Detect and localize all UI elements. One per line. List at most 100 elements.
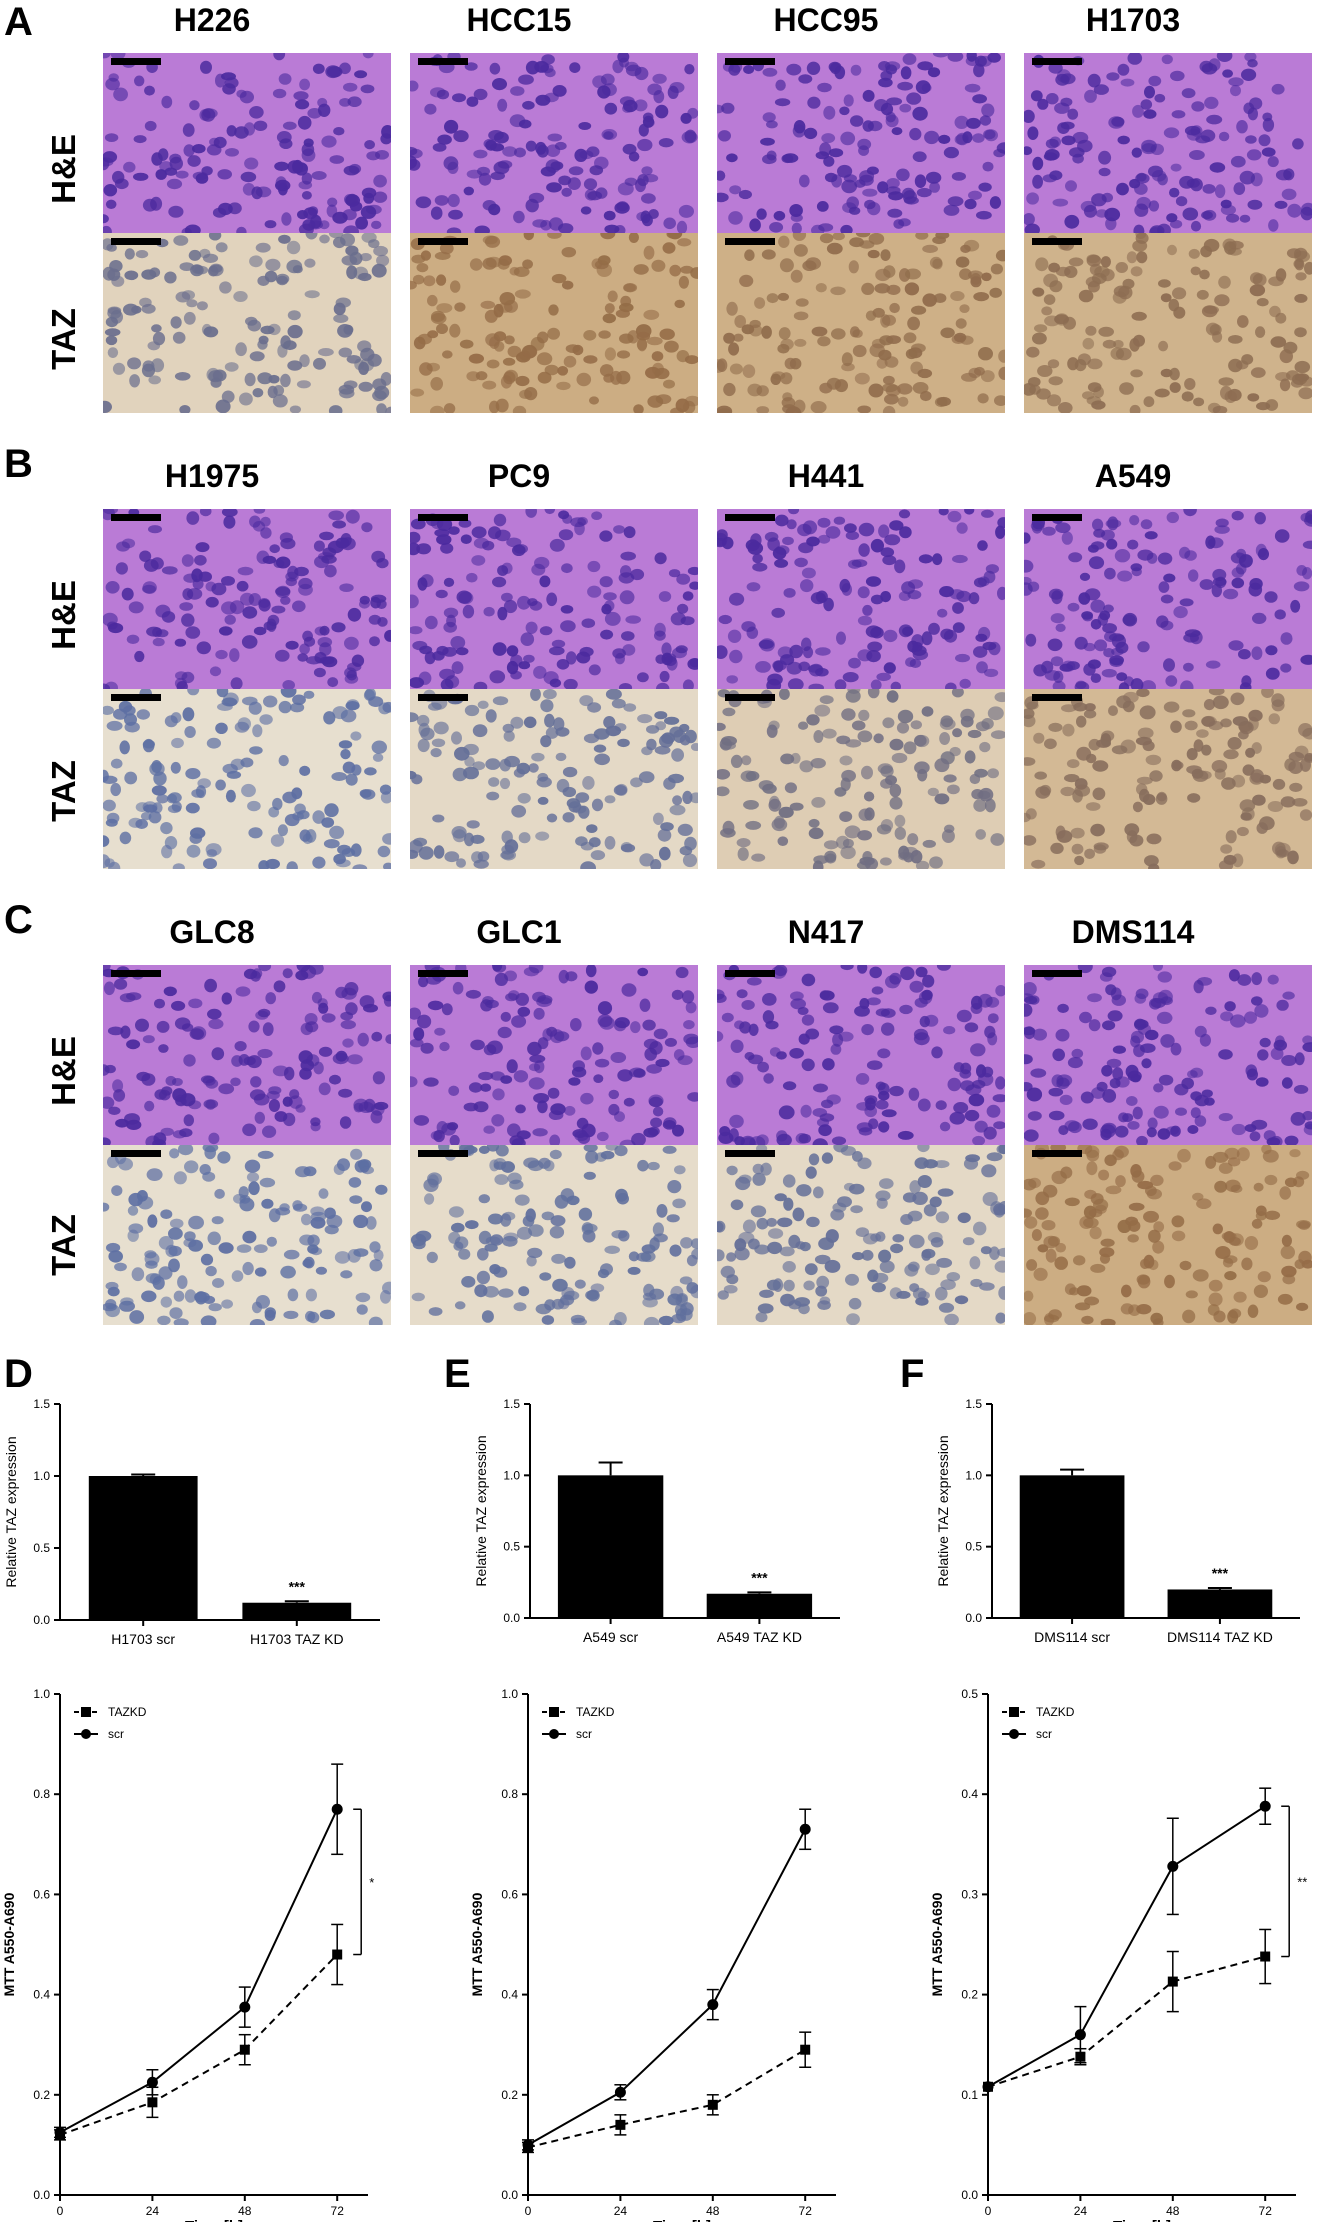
x-tick-label: 72	[1259, 2204, 1273, 2218]
x-tick-label: A549 TAZ KD	[717, 1629, 802, 1645]
y-tick-label: 0.4	[961, 1787, 978, 1801]
legend-marker-circle	[549, 1729, 559, 1739]
y-tick-label: 1.0	[33, 1687, 50, 1701]
significance-label: ***	[289, 1578, 306, 1594]
taz-stain-image	[410, 689, 698, 869]
scale-bar	[111, 970, 161, 977]
y-tick-label: 0.0	[965, 1611, 982, 1625]
data-point-circle	[146, 2076, 158, 2088]
y-tick-label: 0.0	[33, 1613, 50, 1627]
legend-marker-square	[549, 1707, 559, 1717]
taz-stain-image	[717, 233, 1005, 413]
legend-label: scr	[576, 1727, 592, 1741]
legend-marker-circle	[1009, 1729, 1019, 1739]
bar	[88, 1476, 198, 1620]
legend-label: TAZKD	[576, 1705, 615, 1719]
y-tick-label: 0.5	[961, 1687, 978, 1701]
y-tick-label: 0.4	[33, 1988, 50, 2002]
y-tick-label: 0.2	[501, 2088, 518, 2102]
data-point-square	[239, 2044, 250, 2055]
data-point-square	[147, 2097, 158, 2108]
he-stain-image	[410, 965, 698, 1145]
y-axis-label: MTT A550-A690	[929, 1892, 945, 1996]
scale-bar	[111, 58, 161, 65]
panel-letter-c: C	[4, 898, 33, 942]
y-tick-label: 1.0	[965, 1468, 982, 1482]
legend-label: TAZKD	[1036, 1705, 1075, 1719]
cell-line-label: GLC8	[169, 914, 255, 950]
scale-bar	[1032, 58, 1082, 65]
taz-stain-image	[1024, 233, 1312, 413]
series-line-scr	[987, 1805, 1266, 2088]
panel-letter-e: E	[444, 1352, 471, 1396]
y-tick-label: 0.2	[961, 1988, 978, 2002]
x-tick-label: H1703 scr	[111, 1631, 175, 1647]
x-tick-label: DMS114 TAZ KD	[1167, 1629, 1273, 1645]
x-tick-label: 24	[146, 2204, 160, 2218]
legend-label: scr	[108, 1727, 124, 1741]
y-tick-label: 0.0	[503, 1611, 520, 1625]
cell-line-label: GLC1	[476, 914, 562, 950]
taz-stain-image	[717, 689, 1005, 869]
data-point-circle	[1167, 1860, 1179, 1872]
taz-stain-image	[410, 1145, 698, 1325]
y-tick-label: 1.5	[503, 1397, 520, 1411]
x-tick-label: 24	[614, 2204, 628, 2218]
y-tick-label: 0.8	[501, 1787, 518, 1801]
significance-label: ***	[1212, 1565, 1229, 1581]
y-tick-label: 0.1	[961, 2088, 978, 2102]
y-tick-label: 1.5	[965, 1397, 982, 1411]
data-point-circle	[54, 2126, 66, 2138]
cell-line-label: DMS114	[1071, 914, 1195, 950]
series-line-scr	[59, 1808, 339, 2134]
y-tick-label: 0.6	[33, 1887, 50, 1901]
x-tick-label: 48	[1166, 2204, 1180, 2218]
data-point-square	[1167, 1976, 1178, 1987]
scale-bar	[111, 514, 161, 521]
he-stain-image	[717, 53, 1005, 233]
scale-bar	[725, 970, 775, 977]
data-point-square	[707, 2099, 718, 2110]
y-tick-label: 0.0	[501, 2188, 518, 2202]
scale-bar	[1032, 238, 1082, 245]
data-point-circle	[1259, 1800, 1271, 1812]
legend-marker-square	[1009, 1707, 1019, 1717]
cell-line-label: H441	[787, 458, 865, 494]
y-axis-label: Relative TAZ expression	[473, 1435, 489, 1586]
taz-stain-image	[1024, 689, 1312, 869]
scale-bar	[725, 514, 775, 521]
y-tick-label: 0.3	[961, 1887, 978, 1901]
scale-bar	[1032, 694, 1082, 701]
scale-bar	[418, 514, 468, 521]
taz-stain-image	[1024, 1145, 1312, 1325]
series-line-tazkd	[987, 1955, 1266, 2088]
panel-letter-d: D	[4, 1352, 33, 1396]
he-stain-image	[1024, 509, 1312, 689]
he-stain-image	[103, 53, 391, 233]
scale-bar	[418, 238, 468, 245]
data-point-circle	[239, 2001, 251, 2013]
cell-line-label: HCC95	[773, 2, 879, 38]
data-point-circle	[522, 2139, 534, 2151]
x-tick-label: 24	[1074, 2204, 1088, 2218]
data-point-circle	[799, 1823, 811, 1835]
y-tick-label: 0.6	[501, 1887, 518, 1901]
taz-stain-image	[103, 1145, 391, 1325]
y-tick-label: 0.5	[965, 1540, 982, 1554]
bar	[242, 1602, 352, 1620]
he-stain-image	[717, 965, 1005, 1145]
data-point-circle	[614, 2086, 626, 2098]
taz-stain-image	[103, 233, 391, 413]
scale-bar	[111, 1150, 161, 1157]
scale-bar	[418, 58, 468, 65]
he-stain-image	[103, 509, 391, 689]
scale-bar	[1032, 970, 1082, 977]
cell-line-label: H226	[173, 2, 251, 38]
legend-marker-circle	[81, 1729, 91, 1739]
x-axis-label: Time [h]	[1113, 2218, 1171, 2222]
scale-bar	[111, 238, 161, 245]
cell-line-label: H1975	[164, 458, 260, 494]
taz-stain-image	[410, 233, 698, 413]
significance-label: **	[1297, 1874, 1307, 1889]
